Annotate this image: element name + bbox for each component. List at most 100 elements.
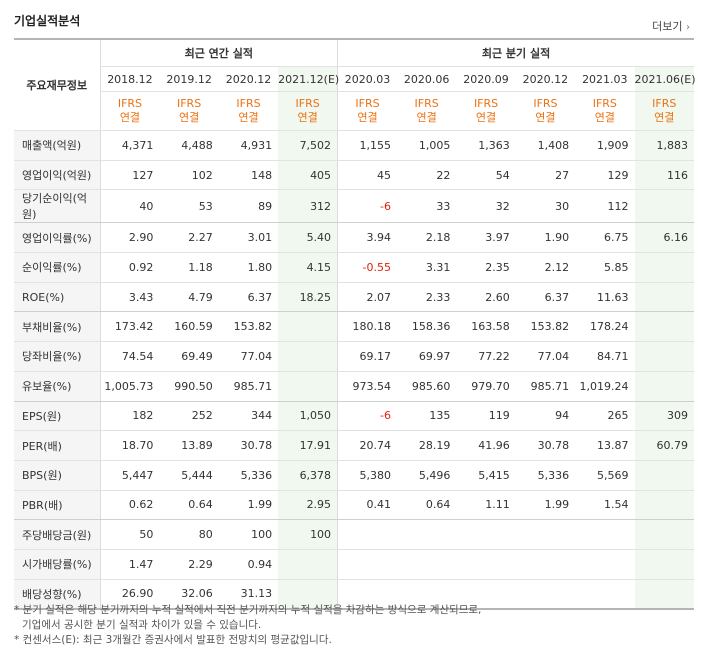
table-cell: 2.60 <box>456 282 516 313</box>
period-header: 2020.09 <box>456 66 516 92</box>
table-cell: 74.54 <box>100 341 160 372</box>
table-cell <box>634 311 694 343</box>
table-cell: 979.70 <box>456 371 516 402</box>
table-cell: 30.78 <box>515 430 576 461</box>
table-cell: 77.04 <box>218 341 279 372</box>
row-label: PBR(배) <box>14 490 101 521</box>
table-cell: 0.64 <box>159 490 219 521</box>
table-row: 배당성향(%) 26.90 32.06 31.13 <box>14 579 694 611</box>
table-cell: 4,931 <box>218 130 279 161</box>
basis-header: IFRS 연결 <box>515 91 576 131</box>
row-header-label: 주요재무정보 <box>14 38 101 131</box>
table-cell: 163.58 <box>456 311 516 343</box>
basis-consolidation: 연결 <box>178 111 200 124</box>
table-cell: 5,496 <box>396 460 457 491</box>
row-label: 배당성향(%) <box>14 579 101 611</box>
more-label: 더보기 <box>652 20 683 33</box>
table-cell: 69.49 <box>159 341 219 372</box>
table-cell: 2.90 <box>100 222 160 254</box>
footnote-2: 기업에서 공시한 분기 실적과 차이가 있을 수 있습니다. <box>22 619 262 631</box>
table-cell: 2.29 <box>159 549 219 580</box>
table-cell <box>634 490 694 521</box>
table-cell: 1,408 <box>515 130 576 161</box>
table-cell: 53 <box>159 189 219 224</box>
table-cell: 77.22 <box>456 341 516 372</box>
table-cell <box>515 549 576 580</box>
table-cell: 40 <box>100 189 160 224</box>
chevron-right-icon: › <box>686 22 690 33</box>
more-link[interactable]: 더보기 › <box>652 18 690 34</box>
basis-standard: IFRS <box>117 97 143 110</box>
table-cell: 13.89 <box>159 430 219 461</box>
basis-header: IFRS 연결 <box>456 91 516 131</box>
table-cell: 5,444 <box>159 460 219 491</box>
table-row: ROE(%) 3.43 4.79 6.37 18.25 2.07 2.33 2.60 6.37 1… <box>14 282 694 313</box>
basis-header: IFRS 연결 <box>575 91 635 131</box>
table-cell: 2.12 <box>515 252 576 283</box>
table-cell: 1.80 <box>218 252 279 283</box>
table-cell: 265 <box>575 401 635 432</box>
period-header: 2020.06 <box>396 66 457 92</box>
basis-header: IFRS 연결 <box>159 91 219 131</box>
section-title: 기업실적분석 <box>14 14 81 28</box>
table-cell: 344 <box>218 401 279 432</box>
table-cell: 4,371 <box>100 130 160 161</box>
table-cell: 100 <box>218 519 279 550</box>
table-cell: 990.50 <box>159 371 219 402</box>
table-cell <box>634 341 694 372</box>
table-cell: 312 <box>278 189 339 224</box>
table-cell: 5,336 <box>218 460 279 491</box>
table-cell: 7,502 <box>278 130 339 161</box>
table-cell: 6.37 <box>218 282 279 313</box>
basis-standard: IFRS <box>533 97 558 110</box>
table-cell <box>278 311 339 343</box>
basis-consolidation: 연결 <box>535 111 556 124</box>
table-cell: 178.24 <box>575 311 635 343</box>
row-label: 매출액(억원) <box>14 130 101 161</box>
row-label: PER(배) <box>14 430 101 461</box>
basis-standard: IFRS <box>176 97 202 110</box>
period-header: 2019.12 <box>159 66 219 92</box>
table-cell: 0.64 <box>396 490 457 521</box>
table-cell <box>337 579 397 611</box>
table-cell: 80 <box>159 519 219 550</box>
table-cell: 1.11 <box>456 490 516 521</box>
period-header: 2021.06(E) <box>634 66 696 92</box>
row-label: 주당배당금(원) <box>14 519 101 550</box>
table-cell: 3.43 <box>100 282 160 313</box>
table-cell <box>278 371 339 402</box>
table-cell: 3.94 <box>337 222 397 254</box>
table-cell: 13.87 <box>575 430 635 461</box>
table-cell: 119 <box>456 401 516 432</box>
table-cell <box>634 252 694 283</box>
table-cell: 69.97 <box>396 341 457 372</box>
basis-header: IFRS 연결 <box>634 91 694 131</box>
table-cell <box>634 519 694 550</box>
table-row: 시가배당률(%) 1.47 2.29 0.94 <box>14 549 694 580</box>
table-cell <box>278 549 339 580</box>
table-cell <box>515 519 576 550</box>
table-cell <box>278 341 339 372</box>
basis-consolidation: 연결 <box>357 111 378 124</box>
basis-standard: IFRS <box>414 97 439 110</box>
table-cell: 127 <box>100 160 160 191</box>
period-header: 2021.03 <box>575 66 635 92</box>
table-cell <box>396 549 457 580</box>
table-row: 영업이익률(%) 2.90 2.27 3.01 5.40 3.94 2.18 3.97 1.90… <box>14 222 694 254</box>
table-cell: 6.37 <box>515 282 576 313</box>
table-cell: 158.36 <box>396 311 457 343</box>
table-cell: 1.99 <box>218 490 279 521</box>
table-cell: 31.13 <box>218 579 279 611</box>
basis-consolidation: 연결 <box>119 111 141 124</box>
table-cell: 26.90 <box>100 579 160 611</box>
row-label: 영업이익(억원) <box>14 160 101 191</box>
table-cell: 6.16 <box>634 222 694 254</box>
table-cell: 6.75 <box>575 222 635 254</box>
table-cell: 1.47 <box>100 549 160 580</box>
table-cell: 2.95 <box>278 490 339 521</box>
table-cell <box>634 549 694 580</box>
table-cell <box>634 371 694 402</box>
table-row: EPS(원) 182 252 344 1,050 -6 135 119 94 265 309 <box>14 401 694 432</box>
table-row: 주당배당금(원) 50 80 100 100 <box>14 519 694 550</box>
table-cell <box>456 519 516 550</box>
